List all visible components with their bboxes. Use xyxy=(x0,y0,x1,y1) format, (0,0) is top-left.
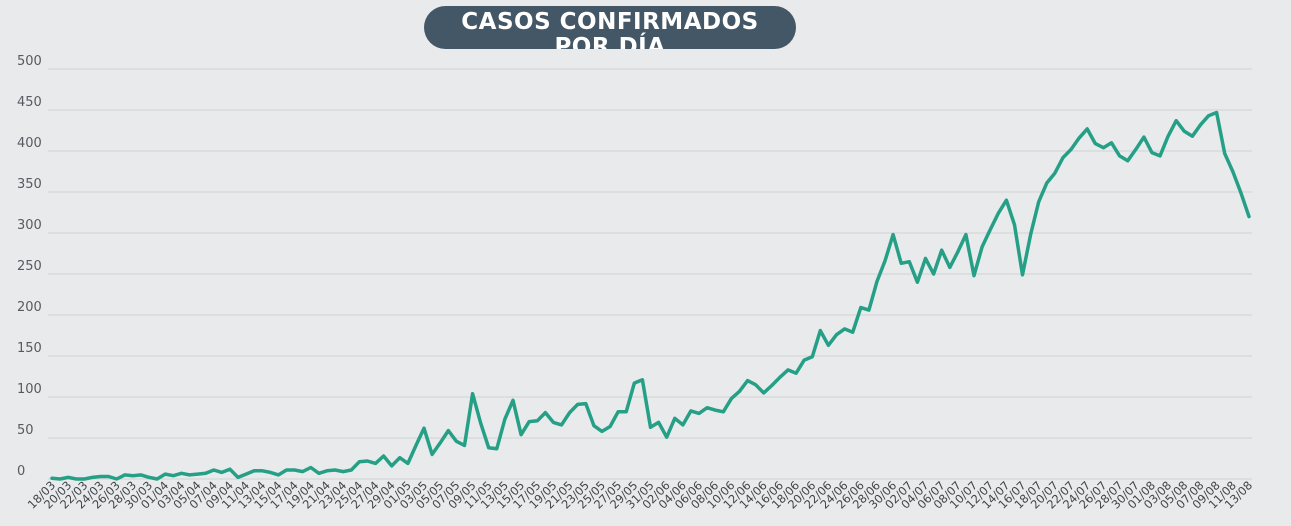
y-tick-label: 450 xyxy=(17,95,42,110)
series-layer xyxy=(50,110,1251,481)
y-tick-label: 500 xyxy=(17,54,42,69)
y-tick-label: 200 xyxy=(17,300,42,315)
y-tick-label: 400 xyxy=(17,136,42,151)
x-axis-ticks: 18/0320/0322/0324/0326/0328/0330/0301/04… xyxy=(25,478,1255,511)
chart-title-pill: CASOS CONFIRMADOS POR DÍA xyxy=(424,6,796,49)
gridlines xyxy=(48,68,1252,480)
y-tick-label: 350 xyxy=(17,177,42,192)
series-line-casos xyxy=(50,110,1251,481)
y-tick-label: 100 xyxy=(17,382,42,397)
y-tick-label: 250 xyxy=(17,259,42,274)
y-tick-label: 0 xyxy=(17,464,25,479)
y-axis-ticks: 0 50 100 150 200 250 300 350 400 450 500 xyxy=(17,54,42,479)
y-tick-label: 300 xyxy=(17,218,42,233)
y-tick-label: 150 xyxy=(17,341,42,356)
y-tick-label: 50 xyxy=(17,423,34,438)
chart-title: CASOS CONFIRMADOS POR DÍA xyxy=(461,9,759,50)
